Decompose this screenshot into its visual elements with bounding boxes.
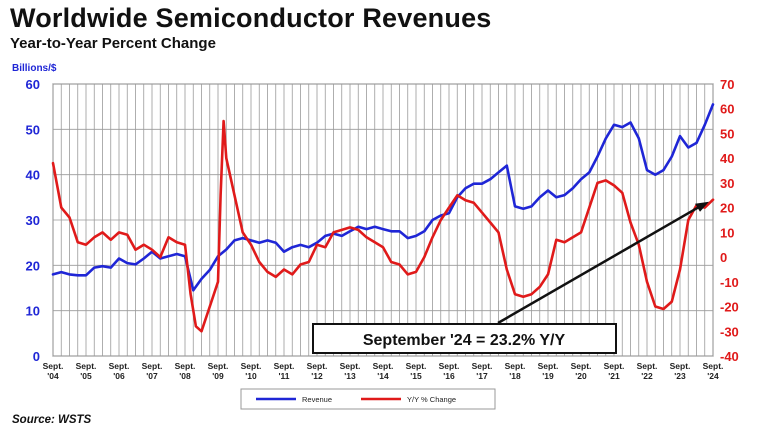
chart-title: Worldwide Semiconductor Revenues [10, 3, 492, 33]
legend-label: Y/Y % Change [407, 395, 456, 404]
y2-tick-label: -40 [720, 349, 739, 364]
x-tick-label: Sept. '14 [373, 361, 394, 381]
yoy-change-line [51, 119, 715, 333]
axes: Billions/$ 0 10 20 30 40 50 60 -40 -30 -20 -10 0 10 20… [12, 63, 739, 381]
annotation-arrow [497, 203, 704, 325]
annotation-box [312, 323, 617, 354]
x-tick-label: Sept. '21 [604, 361, 625, 381]
x-tick-label: Sept. '05 [76, 361, 97, 381]
revenue-line [51, 103, 715, 292]
y-tick-label: 60 [26, 77, 40, 92]
y2-tick-label: 40 [720, 151, 734, 166]
x-tick-label: Sept. '04 [43, 361, 64, 381]
legend: Revenue Y/Y % Change [240, 388, 496, 410]
y2-tick-label: -30 [720, 324, 739, 339]
x-tick-label: Sept. '09 [208, 361, 229, 381]
y2-tick-label: 70 [720, 77, 734, 92]
x-tick-label: Sept. '15 [406, 361, 427, 381]
y2-tick-label: 50 [720, 126, 734, 141]
x-tick-label: Sept. '16 [439, 361, 460, 381]
chart-plot: Billions/$ 0 10 20 30 40 50 60 -40 -30 -20 -10 0 10 20… [12, 63, 739, 410]
grid-lines [52, 83, 714, 357]
x-tick-label: Sept. '11 [274, 361, 295, 381]
annotation-arrowhead [695, 201, 709, 212]
y2-tick-label: -20 [720, 300, 739, 315]
y2-tick-label: -10 [720, 275, 739, 290]
x-tick-label: Sept. '17 [472, 361, 493, 381]
x-tick-label: Sept. '08 [175, 361, 196, 381]
x-tick-label: Sept. '22 [637, 361, 658, 381]
y2-tick-label: 10 [720, 225, 734, 240]
chart-subtitle: Year-to-Year Percent Change [10, 35, 216, 52]
y-tick-label: 50 [26, 122, 40, 137]
x-tick-label: Sept. '19 [538, 361, 559, 381]
y2-tick-label: 60 [720, 102, 734, 117]
x-tick-label: Sept. '20 [571, 361, 592, 381]
y2-tick-label: 0 [720, 250, 727, 265]
x-tick-label: Sept. '10 [241, 361, 262, 381]
annotation-text: September '24 = 23.2% Y/Y [363, 332, 566, 349]
y-tick-label: 10 [26, 304, 40, 319]
y-axis-label: Billions/$ [12, 63, 57, 74]
x-tick-label: Sept. '24 [703, 361, 724, 381]
x-tick-label: Sept. '07 [142, 361, 163, 381]
annotation: September '24 = 23.2% Y/Y [312, 201, 709, 354]
series-lines [51, 103, 715, 333]
x-tick-label: Sept. '06 [109, 361, 130, 381]
x-tick-label: Sept. '13 [340, 361, 361, 381]
y-tick-label: 40 [26, 168, 40, 183]
legend-label: Revenue [302, 395, 332, 404]
y-tick-label: 20 [26, 258, 40, 273]
x-tick-label: Sept. '18 [505, 361, 526, 381]
source-note: Source: WSTS [12, 414, 92, 426]
x-tick-label: Sept. '23 [670, 361, 691, 381]
x-tick-label: Sept. '12 [307, 361, 328, 381]
y-tick-label: 0 [33, 349, 40, 364]
y-tick-label: 30 [26, 213, 40, 228]
y2-tick-label: 20 [720, 201, 734, 216]
y2-tick-label: 30 [720, 176, 734, 191]
